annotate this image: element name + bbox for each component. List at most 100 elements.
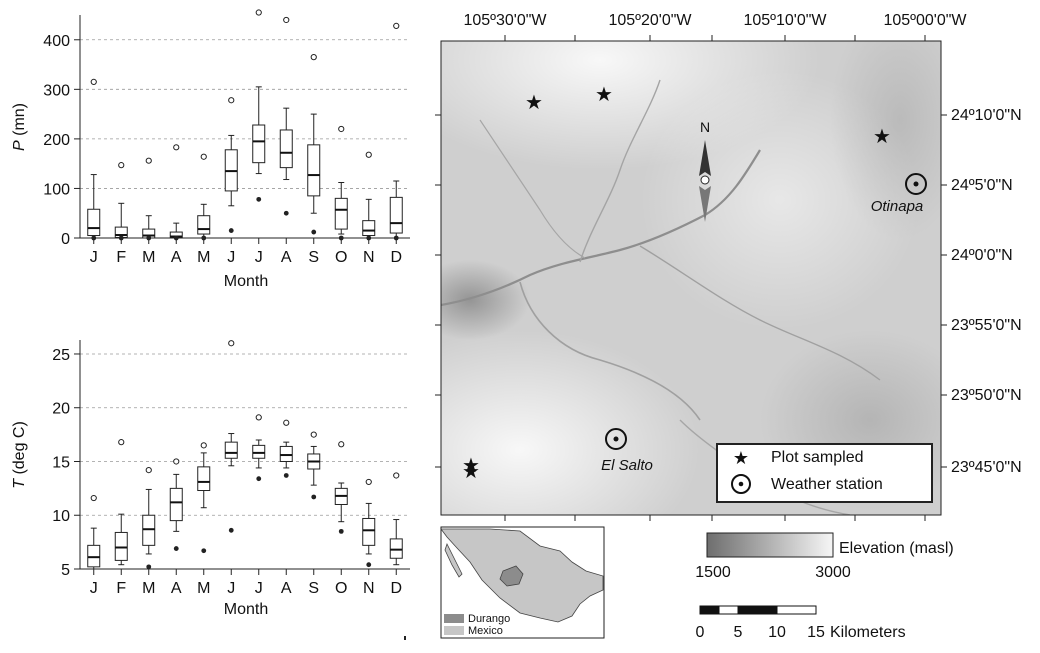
- map-frame: [440, 40, 942, 516]
- scale-label-5: 5: [734, 624, 743, 641]
- x-tick-label: N: [363, 580, 375, 597]
- elevation-max-label: 3000: [815, 564, 851, 581]
- outlier-high: [393, 22, 400, 30]
- map-legend: ★ Plot sampled Weather station: [716, 443, 933, 503]
- station-dot: [613, 436, 619, 442]
- outlier-high: [283, 16, 290, 24]
- x-tick-label: J: [90, 249, 98, 266]
- box-chartP-6: [252, 9, 266, 202]
- outlier-low: [201, 235, 207, 241]
- precipitation-y-label: P (mn): [11, 103, 28, 151]
- latitude-label-1: 24º10'0"N: [951, 107, 1022, 124]
- box-chartT-2: [142, 466, 156, 570]
- scale-segment: [737, 605, 778, 615]
- y-tick-label: 200: [43, 132, 70, 149]
- outlier-low: [338, 528, 344, 534]
- outlier-low: [366, 235, 372, 241]
- scale-label-10: 10: [768, 624, 786, 641]
- x-tick-label: M: [197, 249, 210, 266]
- elevation-legend: Elevation (masl) 1500 3000: [695, 532, 954, 581]
- x-tick-label: A: [281, 249, 292, 266]
- x-tick-label: J: [227, 249, 235, 266]
- x-tick-label: F: [116, 249, 126, 266]
- precipitation-gridlines: [80, 39, 410, 189]
- x-tick-label: J: [227, 580, 235, 597]
- temperature-y-label-symbol: T: [11, 478, 28, 489]
- outlier-high: [338, 125, 345, 133]
- river-northwest-branch: [479, 119, 586, 259]
- outlier-low: [118, 235, 124, 241]
- outlier-high: [310, 54, 317, 61]
- outlier-high: [365, 478, 372, 486]
- outlier-low: [311, 494, 317, 500]
- legend-plot-label: Plot sampled: [771, 449, 864, 466]
- precipitation-y-label-unit: (mn): [11, 103, 28, 140]
- box: [197, 215, 211, 235]
- longitude-label-2: 105º20'0"W: [608, 12, 692, 29]
- box: [252, 444, 266, 459]
- outlier-high: [145, 466, 152, 474]
- box: [389, 196, 403, 234]
- inset-legend-mexico-label: Mexico: [468, 625, 503, 637]
- box-chartP-1: [114, 162, 128, 241]
- north-arrow-center: [700, 175, 710, 185]
- outlier-low: [146, 235, 152, 241]
- terrain-valley-west: [441, 260, 530, 340]
- outlier-low: [173, 235, 179, 241]
- x-tick-label: D: [390, 249, 402, 266]
- temperature-gridlines: [80, 353, 410, 516]
- inset-baja-shape: [444, 542, 463, 578]
- latitude-label-3: 24º0'0"N: [951, 247, 1013, 264]
- station-ring: [905, 173, 927, 195]
- outlier-high: [228, 340, 235, 347]
- terrain-highland-south: [441, 330, 700, 515]
- x-tick-label: A: [171, 249, 182, 266]
- inset-legend-mexico-swatch: [444, 626, 464, 635]
- outlier-high: [145, 157, 152, 164]
- box: [307, 144, 321, 197]
- elevation-title: Elevation (masl): [839, 540, 954, 557]
- outlier-low: [146, 564, 152, 570]
- river-south-branch: [519, 281, 701, 421]
- inset-durango-shape: [499, 565, 524, 587]
- box-chartT-10: [362, 478, 376, 568]
- outlier-high: [338, 441, 345, 448]
- legend-station-icon: [731, 474, 751, 494]
- box-chartT-0: [87, 494, 101, 570]
- box-chartT-3: [169, 458, 183, 551]
- plot-marker: ★: [595, 84, 613, 106]
- outlier-high: [255, 9, 262, 16]
- temperature-x-label: Month: [224, 601, 268, 618]
- outlier-high: [283, 419, 290, 426]
- box: [334, 197, 348, 230]
- box: [142, 514, 156, 546]
- outlier-high: [173, 144, 180, 151]
- north-arrow: N: [699, 119, 711, 222]
- station-label-el-salto: El Salto: [601, 457, 653, 474]
- x-tick-label: A: [281, 580, 292, 597]
- box: [169, 487, 183, 522]
- longitude-label-3: 105º10'0"W: [743, 12, 827, 29]
- box-chartT-11: [389, 472, 403, 566]
- legend-star-icon: ★: [733, 448, 749, 468]
- elevation-map: 105º30'0"W 105º20'0"W 105º10'0"W 105º00'…: [435, 12, 1022, 521]
- outlier-low: [201, 548, 207, 554]
- station-dot: [913, 181, 919, 187]
- box: [252, 124, 266, 164]
- outlier-high: [90, 494, 97, 502]
- elevation-colorbar: [706, 532, 834, 558]
- outlier-high: [365, 151, 372, 158]
- plot-marker: ★: [525, 92, 543, 114]
- box: [197, 466, 211, 492]
- temperature-boxes: [87, 340, 403, 570]
- box-chartP-11: [389, 22, 403, 241]
- box-chartP-3: [169, 144, 183, 241]
- precipitation-y-label-symbol: P: [11, 140, 28, 151]
- station-label-otinapa: Otinapa: [871, 198, 924, 215]
- outlier-high: [310, 431, 317, 438]
- outlier-low: [283, 210, 289, 216]
- legend-station-label: Weather station: [771, 476, 883, 493]
